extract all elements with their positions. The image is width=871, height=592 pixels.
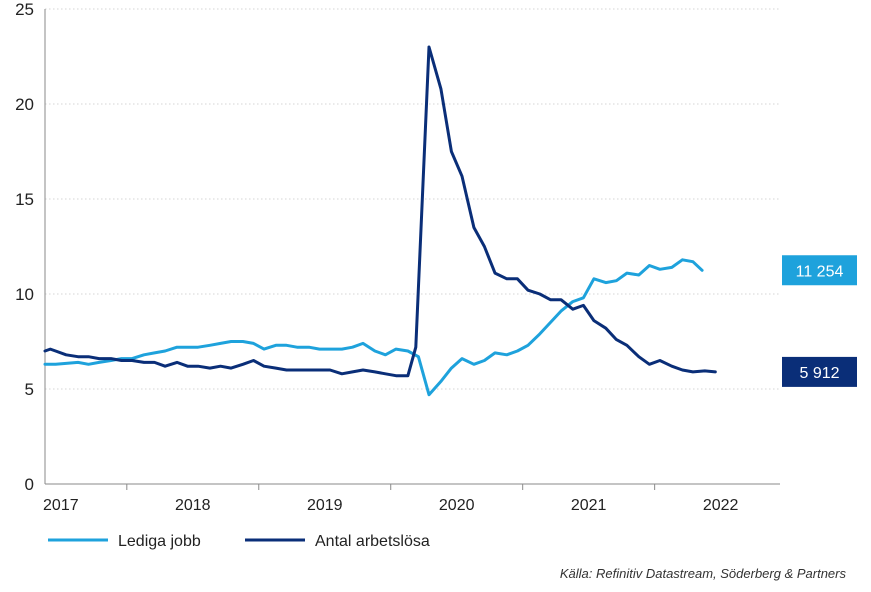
series-line-0 (43, 258, 704, 397)
x-tick-label: 2022 (703, 497, 739, 514)
series-line-1 (43, 45, 717, 378)
x-tick-label: 2020 (439, 497, 475, 514)
x-tick-label: 2017 (43, 497, 79, 514)
legend-label-antal-arbetslosa: Antal arbetslösa (315, 533, 430, 550)
end-label-box-0 (782, 255, 857, 286)
x-tick-label: 2018 (175, 497, 211, 514)
gridlines (45, 8, 780, 390)
source-note: Källa: Refinitiv Datastream, Söderberg &… (560, 566, 847, 581)
end-labels: 11 254 5 912 (782, 255, 857, 387)
legend-label-lediga-jobb: Lediga jobb (118, 533, 201, 550)
y-tick-label: 5 (25, 380, 34, 399)
y-tick-label: 15 (15, 190, 34, 209)
y-tick-label: 10 (15, 285, 34, 304)
x-tick-label: 2021 (571, 497, 607, 514)
series-lines (43, 45, 717, 397)
y-tick-label: 0 (25, 475, 34, 494)
end-label-box-1 (782, 356, 857, 387)
y-tick-label: 20 (15, 95, 34, 114)
end-label-0: 11 254 (796, 263, 844, 280)
y-tick-label: 25 (15, 0, 34, 19)
end-label-1: 5 912 (799, 365, 839, 382)
y-axis: 0 5 10 15 20 25 (15, 0, 34, 494)
x-tick-label: 2019 (307, 497, 343, 514)
legend: Lediga jobb Antal arbetslösa (48, 533, 430, 550)
x-axis: 2017 2018 2019 2020 2021 2022 (43, 9, 780, 514)
